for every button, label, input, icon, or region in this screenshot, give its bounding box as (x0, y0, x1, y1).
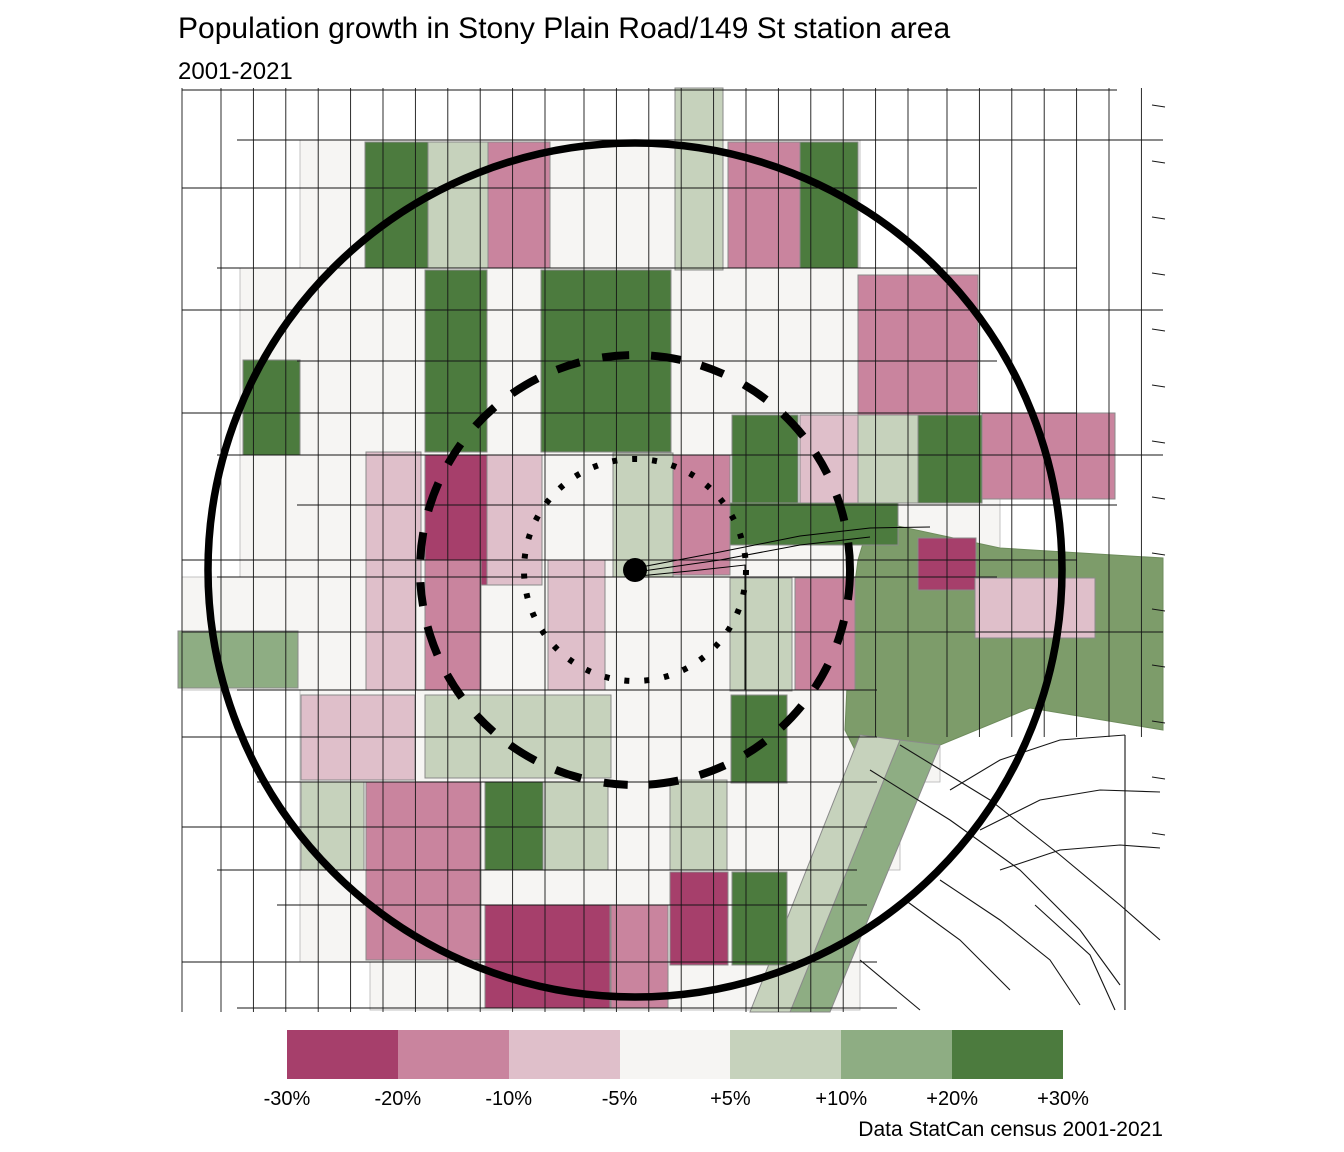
census-block (544, 781, 609, 871)
edge-street-tick (1151, 216, 1166, 220)
street-curvy (899, 744, 1161, 941)
edge-street-tick (1151, 720, 1166, 724)
edge-street-tick (1151, 328, 1166, 332)
census-block (669, 871, 729, 966)
legend-label: +5% (710, 1088, 751, 1110)
census-block (674, 87, 724, 271)
middle-walkshed-circle (416, 351, 854, 789)
legend-swatch-4 (730, 1030, 842, 1079)
legend-label: -30% (263, 1088, 311, 1110)
edge-street-tick (1151, 552, 1166, 556)
rail-line (635, 536, 871, 573)
legend-label: -20% (374, 1088, 422, 1110)
street-curvy (939, 879, 1081, 1006)
edge-street-tick (1151, 608, 1166, 612)
legend-swatch-1 (397, 1030, 509, 1079)
census-block (799, 141, 859, 269)
page-subtitle: 2001-2021 (178, 58, 293, 85)
station-dot (623, 558, 647, 582)
edge-street-tick (1151, 272, 1166, 276)
street-curvy (869, 769, 1121, 986)
outer-walkshed-circle (204, 139, 1066, 1001)
census-block (177, 630, 299, 689)
census-block (610, 904, 669, 1009)
edge-street-tick (1151, 160, 1166, 164)
legend-labels: -30% -20% -10% -5% +5% +10% +20% +30% (264, 1088, 1089, 1118)
census-block (672, 454, 731, 576)
street-curvy (979, 789, 1161, 831)
census-block (484, 781, 544, 871)
edge-street-tick (1151, 384, 1166, 388)
street-curvy (1034, 904, 1116, 1011)
growth-legend: -30% -20% -10% -5% +5% +10% +20% +30% (264, 1030, 1089, 1118)
rail-line (635, 526, 931, 569)
census-block (427, 141, 489, 269)
street-curvy (859, 959, 921, 1011)
edge-street-tick (1151, 104, 1166, 108)
edge-street-tick (1151, 440, 1166, 444)
census-block (799, 414, 859, 504)
rail-line (638, 564, 746, 690)
census-block (365, 559, 417, 691)
census-block (729, 577, 793, 692)
street-curvy (949, 734, 1126, 791)
legend-label: -5% (601, 1088, 638, 1110)
edge-street-tick (1151, 664, 1166, 668)
census-block (731, 871, 788, 966)
page-title: Population growth in Stony Plain Road/14… (178, 12, 951, 45)
census-block (300, 781, 365, 871)
map-svg (177, 85, 1167, 1018)
census-block (731, 414, 799, 511)
legend-swatch-0 (287, 1030, 398, 1079)
edge-street-tick (1151, 496, 1166, 500)
census-block (612, 452, 674, 578)
census-block (365, 781, 482, 961)
census-block (669, 779, 728, 871)
legend-color-bar (287, 1030, 1064, 1079)
census-block (729, 502, 899, 546)
data-source-caption: Data StatCan census 2001-2021 (858, 1118, 1163, 1141)
legend-swatch-5 (841, 1030, 953, 1079)
legend-swatch-2 (508, 1030, 620, 1079)
census-block (857, 414, 919, 504)
inner-walkshed-circle (521, 456, 749, 684)
edge-street-tick (1151, 776, 1166, 780)
legend-swatch-6 (952, 1030, 1064, 1079)
edge-street-tick (1151, 832, 1166, 836)
census-block (730, 694, 788, 784)
census-block (486, 454, 543, 586)
legend-label: -10% (485, 1088, 533, 1110)
census-block (424, 559, 482, 691)
street-curvy (999, 844, 1161, 871)
legend-label: +20% (926, 1088, 978, 1110)
census-block (917, 414, 983, 504)
street-curvy (904, 899, 1011, 991)
legend-label: +30% (1037, 1088, 1089, 1110)
legend-label: +10% (815, 1088, 868, 1110)
census-block (974, 577, 1096, 639)
legend-swatch-3 (619, 1030, 731, 1079)
census-block (547, 559, 606, 691)
